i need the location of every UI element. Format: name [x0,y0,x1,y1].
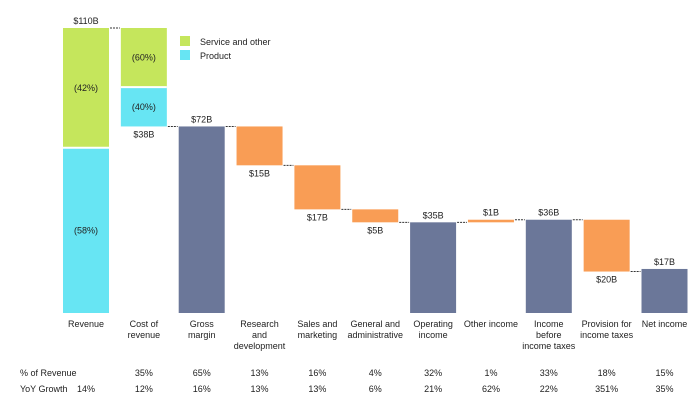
table-cell: 12% [135,384,153,394]
table-cell: 65% [193,368,211,378]
legend-swatch [180,50,190,60]
segment-label: (40%) [132,102,156,112]
data-label: $5B [367,225,383,235]
bar [583,219,630,272]
table-row-label: YoY Growth [20,384,68,394]
table-cell: 62% [482,384,500,394]
segment-label: (58%) [74,225,98,235]
table-cell: 16% [193,384,211,394]
table-cell: 16% [308,368,326,378]
table-cell: 33% [540,368,558,378]
category-label: income taxes [522,341,576,351]
category-label: margin [188,330,216,340]
category-label: Sales and [297,319,337,329]
table-row-label: % of Revenue [20,368,77,378]
table-cell: 35% [135,368,153,378]
bar [236,126,283,166]
bar [525,219,572,313]
data-label: $15B [249,168,270,178]
bar-segment-product [63,147,109,313]
table-cell: 13% [251,384,269,394]
bar [467,219,514,223]
segment-label: (42%) [74,83,98,93]
bar [410,222,457,313]
category-label: Net income [642,319,688,329]
data-label: $35B [423,210,444,220]
category-label: administrative [347,330,403,340]
segment-label: (60%) [132,53,156,63]
data-label: $20B [596,275,617,285]
category-label: General and [350,319,400,329]
category-label: income taxes [580,330,634,340]
category-label: Revenue [68,319,104,329]
legend-swatch [180,36,190,46]
category-label: Gross [190,319,215,329]
bar [294,165,341,210]
category-label: and [252,330,267,340]
legend-label: Service and other [200,37,271,47]
table-cell: 6% [369,384,382,394]
category-label: Operating [413,319,453,329]
table-cell: 18% [598,368,616,378]
data-label: $110B [73,16,98,26]
table-cell: 4% [369,368,382,378]
category-label: Research [240,319,279,329]
bar [178,126,225,313]
category-label: revenue [128,330,161,340]
bar [641,268,688,313]
bar-segment-service-and-other [63,28,109,148]
category-label: before [536,330,562,340]
bar-segment-service-and-other [120,28,167,88]
bar [352,209,399,223]
legend-label: Product [200,51,232,61]
table-cell: 32% [424,368,442,378]
data-label: $72B [191,114,212,124]
category-label: marketing [298,330,338,340]
category-label: income [419,330,448,340]
data-label: $38B [133,129,154,139]
table-cell: 14% [77,384,95,394]
table-cell: 35% [655,384,673,394]
data-label: $17B [654,257,675,267]
data-label: $17B [307,212,328,222]
category-label: development [234,341,286,351]
table-cell: 21% [424,384,442,394]
category-label: Cost of [130,319,159,329]
table-cell: 22% [540,384,558,394]
table-cell: 15% [655,368,673,378]
category-label: Income [534,319,564,329]
table-cell: 351% [595,384,618,394]
category-label: Provision for [582,319,632,329]
table-cell: 13% [308,384,326,394]
bar-segment-product [120,87,167,127]
table-cell: 1% [484,368,497,378]
category-label: Other income [464,319,518,329]
data-label: $36B [538,208,559,218]
data-label: $1B [483,208,499,218]
table-cell: 13% [251,368,269,378]
